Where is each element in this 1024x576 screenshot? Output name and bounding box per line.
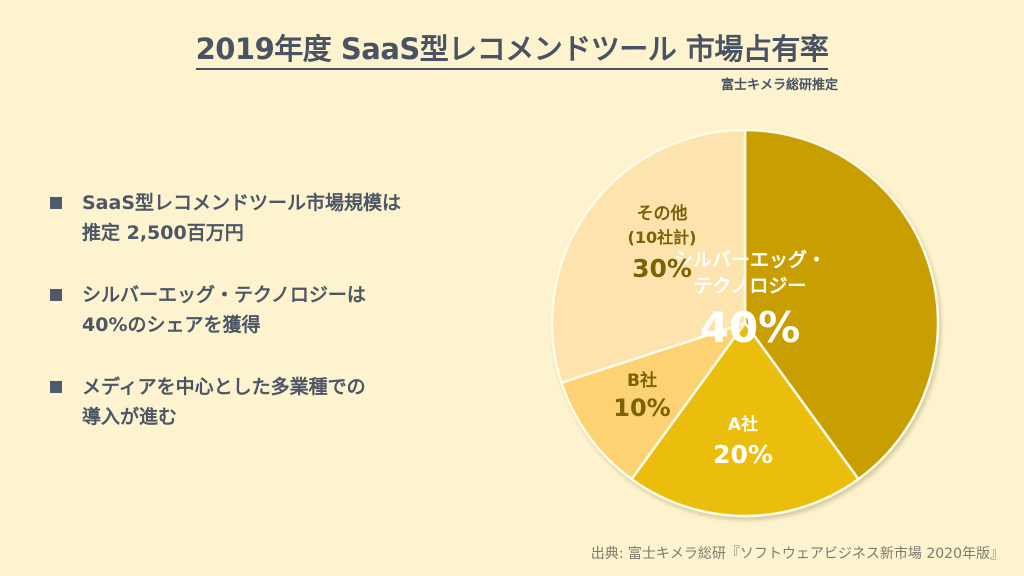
slice-label-b-company: B社 10% (613, 369, 670, 423)
bullet-list: SaaS型レコメンドツール市場規模は 推定 2,500百万円 シルバーエッグ・テ… (48, 188, 488, 464)
pie-slice-a-company (630, 321, 860, 518)
chart-title: 2019年度 SaaS型レコメンドツール 市場占有率 (0, 26, 1024, 70)
slice-label-silver-egg: シルバーエッグ・ テクノロジー 40% (674, 247, 826, 357)
pie-slice-others (550, 128, 747, 384)
slice-name: テクノロジー (693, 275, 807, 297)
pie-slice-b-company (560, 321, 747, 481)
square-bullet-icon (50, 289, 62, 301)
slice-name: シルバーエッグ・ (673, 249, 827, 271)
square-bullet-icon (50, 381, 62, 393)
slice-percent: 10% (613, 394, 671, 422)
bullet-line: シルバーエッグ・テクノロジーは (82, 284, 366, 306)
bullet-line: 40%のシェアを獲得 (82, 314, 261, 336)
slice-label-others: その他 (10社計) 30% (628, 202, 697, 288)
bullet-item: メディアを中心とした多業種での 導入が進む (48, 372, 488, 432)
slice-label-a-company: A社 20% (713, 412, 773, 472)
slice-percent: 30% (632, 254, 692, 283)
chart-title-text: 2019年度 SaaS型レコメンドツール 市場占有率 (195, 32, 829, 70)
slice-name: その他 (636, 204, 688, 224)
pie-chart: シルバーエッグ・ テクノロジー 40% A社 20% B社 10% その他 (1… (540, 115, 960, 535)
pie-slice-silver-egg (743, 128, 940, 481)
bullet-line: メディアを中心とした多業種での (82, 376, 366, 398)
slice-name: B社 (627, 371, 657, 391)
chart-subtitle: 富士キメラ総研推定 (720, 78, 838, 93)
bullet-line: SaaS型レコメンドツール市場規模は (82, 192, 402, 214)
slice-name: A社 (727, 415, 759, 435)
source-citation: 出典: 富士キメラ総研『ソフトウェアビジネス新市場 2020年版』 (590, 546, 1004, 562)
square-bullet-icon (50, 197, 62, 209)
bullet-item: シルバーエッグ・テクノロジーは 40%のシェアを獲得 (48, 280, 488, 340)
slice-name: (10社計) (627, 228, 697, 247)
pie-chart-svg (550, 128, 940, 518)
bullet-item: SaaS型レコメンドツール市場規模は 推定 2,500百万円 (48, 188, 488, 248)
bullet-line: 推定 2,500百万円 (82, 222, 244, 244)
slice-percent: 20% (713, 440, 773, 469)
slice-percent: 40% (699, 303, 801, 352)
bullet-line: 導入が進む (82, 406, 178, 428)
